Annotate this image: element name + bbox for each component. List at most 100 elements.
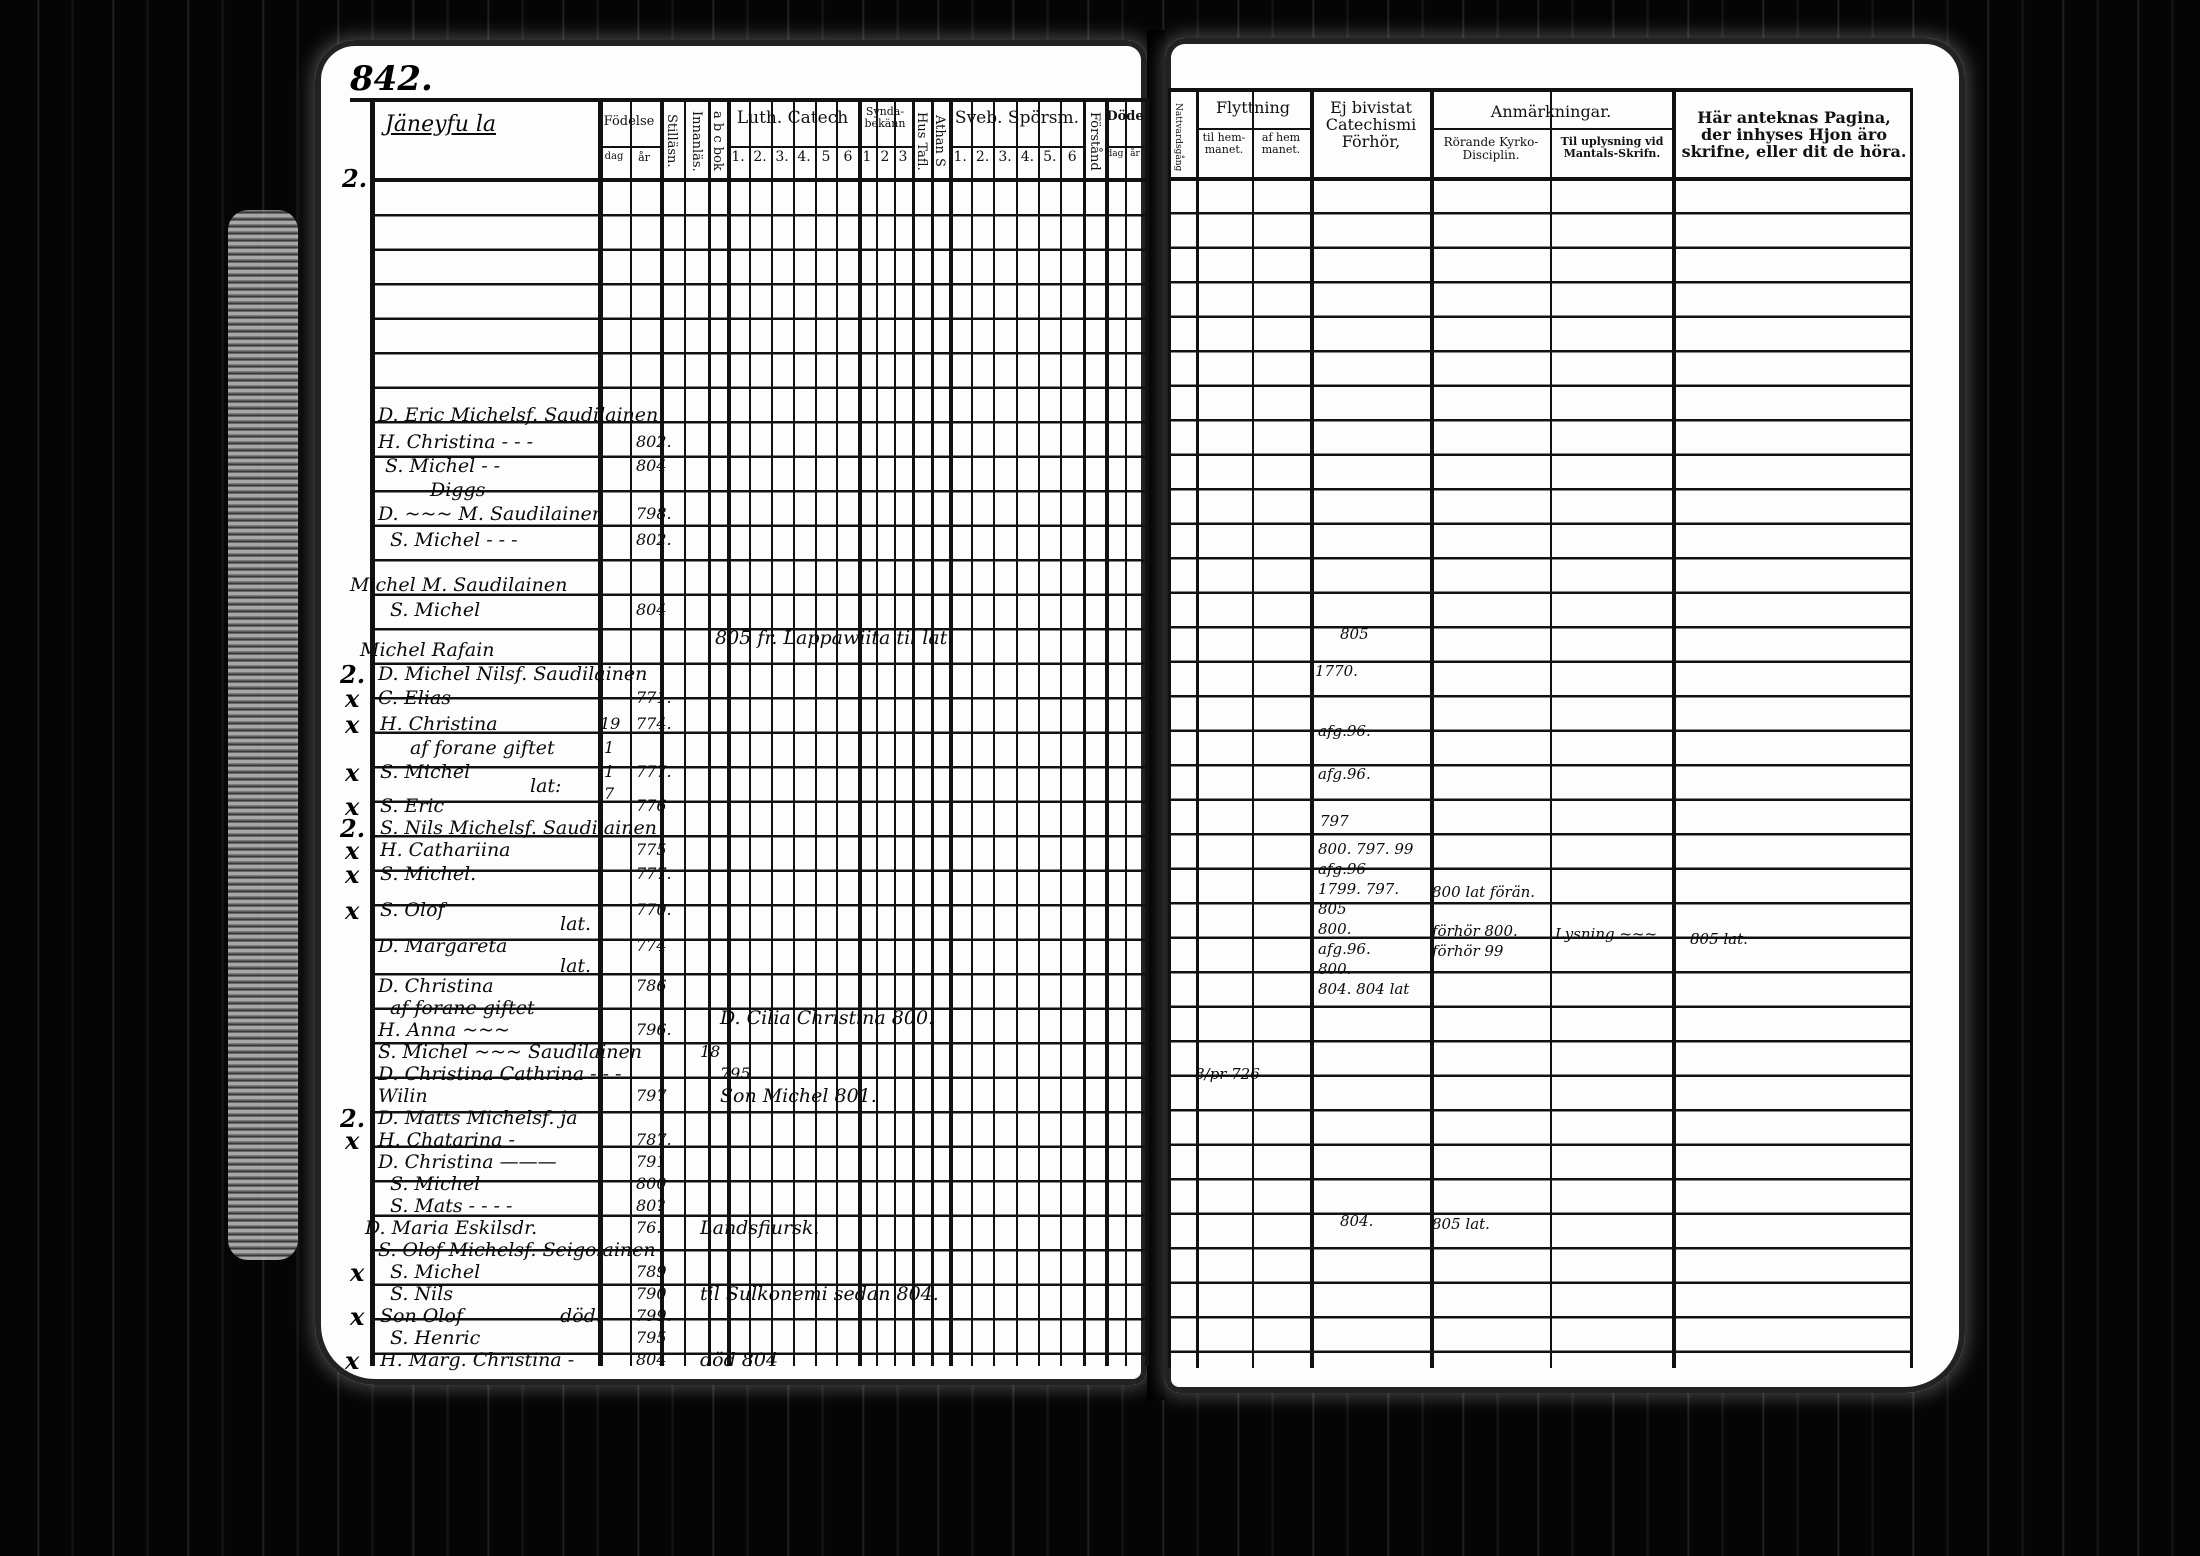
handwritten-entry: H. Christina - - - (378, 431, 533, 453)
handwritten-entry: Landsfiursk. (700, 1217, 820, 1239)
margin-mark: x (350, 1302, 365, 1331)
header-har-antecknas: Här anteknas Pagina, der inhyses Hjon är… (1681, 108, 1907, 161)
column-rule (1910, 88, 1913, 1368)
handwritten-entry: 805 lat. (1432, 1215, 1490, 1233)
header-dode-dag: dag (1106, 149, 1124, 159)
handwritten-entry: 805 lat. (1690, 930, 1748, 948)
handwritten-entry: 786 (636, 976, 667, 995)
handwritten-entry: död 804 (700, 1349, 779, 1371)
handwritten-entry: D. Eric Michelsf. Saudilainen (378, 404, 659, 426)
column-rule (836, 98, 838, 1366)
handwritten-entry: lat: (530, 775, 562, 797)
handwritten-entry: 789 (636, 1262, 667, 1281)
column-rule (771, 98, 773, 1366)
handwritten-entry: 804 (636, 1350, 667, 1369)
column-rule (1125, 98, 1127, 1366)
handwritten-entry: S. Michel - - - (390, 529, 518, 551)
handwritten-entry: H. Marg. Christina - (380, 1349, 575, 1371)
header-innanlas: Innanläs. (689, 110, 704, 172)
column-rule (858, 98, 862, 1366)
column-rule (1430, 88, 1434, 1368)
handwritten-entry: S. Olof (380, 899, 445, 921)
header-hus-tafl: Hus Tafl. (914, 111, 929, 171)
margin-mark: x (350, 1258, 365, 1287)
header-column-number: 1. (731, 149, 745, 165)
handwritten-entry: Lysning ~~~ (1555, 925, 1658, 943)
handwritten-entry: 804. 804 lat (1318, 980, 1410, 998)
handwritten-entry: 777. (636, 864, 672, 883)
handwritten-entry: S. Olof Michelsf. Seigolainen (378, 1239, 656, 1261)
page-number: 842. (350, 59, 433, 99)
margin-mark: x (345, 896, 360, 925)
column-rule (684, 98, 686, 1366)
column-rule (971, 98, 973, 1366)
handwritten-entry: C. Elias (378, 687, 452, 709)
handwritten-entry: 787. (636, 1130, 672, 1149)
handwritten-entry: S. Nils Michelsf. Saudilainen (380, 817, 657, 839)
column-rule (630, 98, 632, 1366)
margin-mark: x (345, 684, 360, 713)
column-rule (993, 98, 995, 1366)
handwritten-entry: 804. (1340, 1212, 1374, 1230)
handwritten-entry: 805 (1340, 625, 1369, 643)
handwritten-entry: 774 (636, 936, 667, 955)
handwritten-entry: 804 (636, 600, 667, 619)
margin-mark: x (345, 1346, 360, 1375)
header-stilat: Stilläsn. (664, 114, 679, 168)
handwritten-entry: afg.96. (1318, 765, 1371, 783)
handwritten-entry: 790 (636, 1284, 667, 1303)
handwritten-entry: 1770. (1315, 662, 1358, 680)
column-rule (793, 98, 795, 1366)
handwritten-entry: D. Christina (378, 975, 494, 997)
handwritten-entry: D. ~~~ M. Saudilainen (378, 503, 604, 525)
column-rule (1310, 88, 1314, 1368)
margin-mark: x (345, 1126, 360, 1155)
handwritten-entry: 795 (636, 1328, 667, 1347)
column-rule (598, 98, 603, 1366)
handwritten-entry: 777. (636, 762, 672, 781)
header-rule (727, 146, 858, 148)
handwritten-entry: 802. (636, 530, 672, 549)
left-row-rules (372, 182, 1145, 1362)
handwritten-entry: S. Michel (390, 1261, 481, 1283)
handwritten-entry: 771. (636, 688, 672, 707)
header-fodelse: Födelse (603, 114, 655, 129)
handwritten-entry: 804 (636, 456, 667, 475)
column-rule (727, 98, 731, 1366)
column-rule (1145, 98, 1149, 1366)
column-rule (1038, 98, 1040, 1366)
handwritten-entry: D. Michel Nilsf. Saudilainen (378, 663, 648, 685)
column-rule (1168, 88, 1171, 1368)
header-rule (598, 146, 660, 148)
margin-mark: x (345, 758, 360, 787)
handwritten-entry: förhör 99 (1432, 942, 1504, 960)
handwritten-entry: S. Nils (390, 1283, 453, 1305)
header-column-number: 3 (898, 149, 908, 165)
handwritten-entry: Son Olof (380, 1305, 463, 1327)
margin-mark: x (345, 860, 360, 889)
handwritten-entry: 8/pr 726 (1195, 1065, 1260, 1083)
column-rule (1672, 88, 1676, 1368)
handwritten-entry: S. Michel (380, 761, 471, 783)
margin-mark: x (345, 710, 360, 739)
header-dode-ar: år (1130, 149, 1140, 159)
handwritten-entry: af forane giftet (390, 997, 535, 1019)
book-binding (1147, 30, 1165, 1400)
handwritten-entry: 798. (636, 504, 672, 523)
handwritten-entry: S. Michel (390, 1173, 481, 1195)
handwritten-entry: 18 (700, 1042, 721, 1061)
margin-mark: x (345, 836, 360, 865)
header-column-number: 6 (1067, 149, 1077, 165)
column-rule (1083, 98, 1086, 1366)
handwritten-entry: D. Cilia Christina 800. (720, 1007, 935, 1029)
handwritten-entry: D. Matts Michelsf. ja (378, 1107, 578, 1129)
handwritten-entry: D. Margareta (378, 935, 508, 957)
header-column-number: 3. (998, 149, 1012, 165)
header-fodelse-ar: år (638, 151, 650, 164)
handwritten-entry: 805 (1318, 900, 1347, 918)
handwritten-entry: 802. (636, 432, 672, 451)
margin-mark: x (345, 792, 360, 821)
header-column-number: 5 (821, 149, 831, 165)
handwritten-entry: Wilin (378, 1085, 428, 1107)
margin-mark: 2. (340, 814, 366, 843)
